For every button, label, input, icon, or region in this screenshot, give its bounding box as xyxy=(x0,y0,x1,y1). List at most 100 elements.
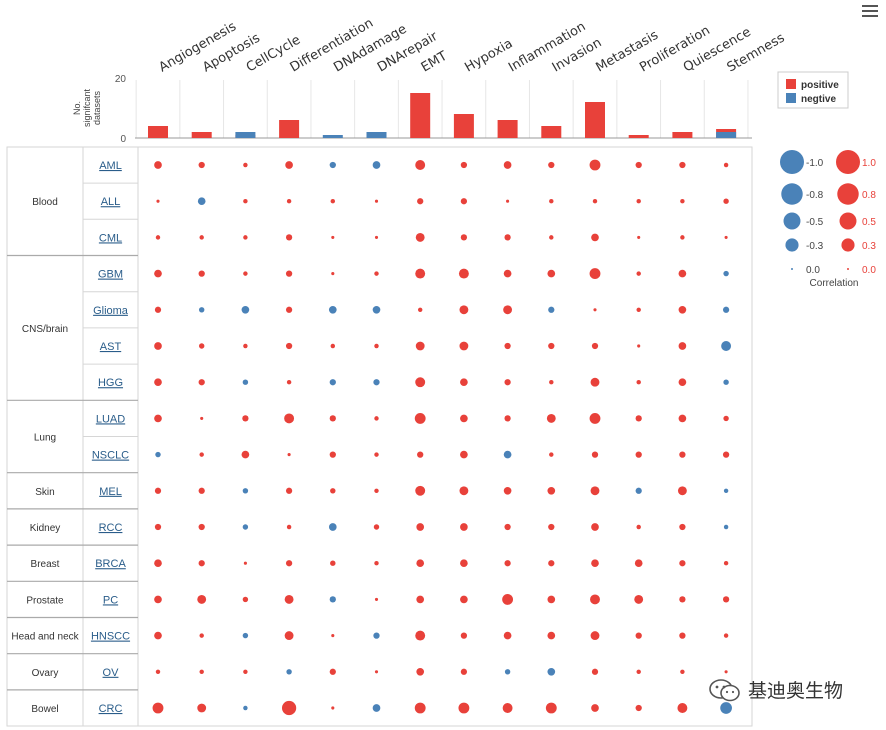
bubble-ov-inflammation[interactable] xyxy=(504,669,511,675)
bubble-crc-apoptosis[interactable] xyxy=(197,703,207,713)
bubble-glioma-angiogenesis[interactable] xyxy=(154,306,162,313)
bubble-mel-invasion[interactable] xyxy=(547,486,556,495)
bubble-brca-emt[interactable] xyxy=(416,559,425,568)
bubble-hgg-metastasis[interactable] xyxy=(590,377,600,387)
bubble-ast-angiogenesis[interactable] xyxy=(154,342,162,350)
bubble-rcc-invasion[interactable] xyxy=(548,523,555,531)
bubble-aml-hypoxia[interactable] xyxy=(460,161,468,169)
bubble-ov-invasion[interactable] xyxy=(547,667,556,676)
bubble-gbm-dnarepair[interactable] xyxy=(374,271,379,276)
bubble-luad-dnarepair[interactable] xyxy=(374,416,379,421)
hamburger-menu-icon[interactable] xyxy=(860,2,880,18)
bar-legend-label-positive[interactable]: positive xyxy=(801,80,839,91)
bubble-rcc-proliferation[interactable] xyxy=(636,524,641,530)
bubble-gbm-metastasis[interactable] xyxy=(589,268,601,280)
bubble-all-invasion[interactable] xyxy=(549,198,554,204)
bubble-gbm-quiescence[interactable] xyxy=(678,269,687,278)
bubble-luad-dnadamage[interactable] xyxy=(329,415,336,422)
bubble-luad-invasion[interactable] xyxy=(546,413,556,423)
bubble-rcc-dnadamage[interactable] xyxy=(328,523,337,531)
bubble-cml-metastasis[interactable] xyxy=(591,233,599,242)
bubble-rcc-metastasis[interactable] xyxy=(591,523,599,531)
bubble-glioma-cellcycle[interactable] xyxy=(241,305,250,314)
bubble-hnscc-angiogenesis[interactable] xyxy=(154,631,162,640)
bubble-cml-angiogenesis[interactable] xyxy=(155,235,161,240)
bubble-gbm-differentiation[interactable] xyxy=(285,270,293,277)
bubble-hgg-inflammation[interactable] xyxy=(504,379,511,386)
bubble-hgg-apoptosis[interactable] xyxy=(198,379,205,386)
bubble-ov-quiescence[interactable] xyxy=(680,669,685,675)
bubble-hgg-invasion[interactable] xyxy=(549,379,554,385)
bubble-glioma-differentiation[interactable] xyxy=(285,306,293,313)
bubble-ov-dnadamage[interactable] xyxy=(329,668,336,675)
bubble-hnscc-invasion[interactable] xyxy=(547,631,556,640)
bubble-hgg-hypoxia[interactable] xyxy=(460,378,468,387)
bubble-mel-dnadamage[interactable] xyxy=(330,488,336,494)
bubble-glioma-quiescence[interactable] xyxy=(678,305,687,314)
bubble-all-quiescence[interactable] xyxy=(680,198,685,204)
bubble-pc-invasion[interactable] xyxy=(547,595,556,604)
bubble-crc-inflammation[interactable] xyxy=(502,703,513,713)
bubble-brca-hypoxia[interactable] xyxy=(460,559,468,568)
bubble-brca-invasion[interactable] xyxy=(548,560,555,567)
bubble-gbm-emt[interactable] xyxy=(415,268,426,279)
bubble-ast-quiescence[interactable] xyxy=(678,342,687,350)
bubble-glioma-stemness[interactable] xyxy=(722,306,730,313)
bubble-nsclc-proliferation[interactable] xyxy=(635,451,642,458)
bubble-ov-dnarepair[interactable] xyxy=(374,670,379,674)
bubble-nsclc-cellcycle[interactable] xyxy=(241,450,250,459)
bubble-glioma-dnarepair[interactable] xyxy=(372,305,381,314)
cancer-link-brca[interactable]: BRCA xyxy=(95,558,126,570)
bubble-aml-quiescence[interactable] xyxy=(679,161,686,169)
bubble-pc-inflammation[interactable] xyxy=(502,593,514,605)
bubble-cml-cellcycle[interactable] xyxy=(243,235,248,240)
bubble-all-stemness[interactable] xyxy=(723,198,729,204)
cancer-link-ast[interactable]: AST xyxy=(100,341,122,353)
bubble-glioma-invasion[interactable] xyxy=(548,306,555,313)
bubble-cml-proliferation[interactable] xyxy=(637,235,641,239)
cancer-link-aml[interactable]: AML xyxy=(99,160,122,172)
bubble-all-dnadamage[interactable] xyxy=(330,198,336,204)
cancer-link-glioma[interactable]: Glioma xyxy=(93,305,129,317)
bubble-rcc-quiescence[interactable] xyxy=(679,523,686,531)
bubble-luad-differentiation[interactable] xyxy=(284,413,295,424)
cancer-link-rcc[interactable]: RCC xyxy=(99,522,123,534)
bar-positive-metastasis[interactable] xyxy=(585,102,605,138)
bubble-hnscc-metastasis[interactable] xyxy=(590,631,600,641)
bubble-pc-proliferation[interactable] xyxy=(634,594,644,604)
bubble-hnscc-apoptosis[interactable] xyxy=(199,633,204,638)
bubble-mel-apoptosis[interactable] xyxy=(198,487,205,494)
bubble-luad-angiogenesis[interactable] xyxy=(154,414,162,423)
bubble-ast-metastasis[interactable] xyxy=(591,342,599,350)
bubble-crc-invasion[interactable] xyxy=(545,702,557,714)
bubble-cml-invasion[interactable] xyxy=(549,235,554,240)
bubble-luad-emt[interactable] xyxy=(414,412,426,424)
bubble-rcc-hypoxia[interactable] xyxy=(460,523,468,531)
bubble-brca-stemness[interactable] xyxy=(723,560,729,566)
bubble-pc-cellcycle[interactable] xyxy=(242,596,249,603)
bubble-ast-invasion[interactable] xyxy=(548,342,555,350)
bubble-aml-angiogenesis[interactable] xyxy=(154,161,162,169)
bubble-nsclc-inflammation[interactable] xyxy=(503,450,512,459)
bubble-aml-differentiation[interactable] xyxy=(285,161,293,169)
bar-positive-angiogenesis[interactable] xyxy=(148,126,168,138)
bubble-nsclc-angiogenesis[interactable] xyxy=(155,451,161,458)
bubble-aml-invasion[interactable] xyxy=(548,161,555,169)
bubble-glioma-inflammation[interactable] xyxy=(503,305,513,315)
bubble-glioma-dnadamage[interactable] xyxy=(328,305,337,314)
bubble-brca-metastasis[interactable] xyxy=(591,559,599,568)
bubble-aml-metastasis[interactable] xyxy=(589,159,601,171)
bubble-hnscc-emt[interactable] xyxy=(415,630,426,641)
bubble-luad-stemness[interactable] xyxy=(723,415,729,422)
bubble-pc-quiescence[interactable] xyxy=(679,596,686,603)
bubble-hgg-cellcycle[interactable] xyxy=(242,379,249,385)
bubble-mel-inflammation[interactable] xyxy=(503,486,512,495)
bar-negative-dnarepair[interactable] xyxy=(366,132,387,138)
bubble-nsclc-hypoxia[interactable] xyxy=(460,450,468,459)
bubble-ov-stemness[interactable] xyxy=(724,670,728,674)
bubble-ov-angiogenesis[interactable] xyxy=(155,669,161,675)
bubble-aml-stemness[interactable] xyxy=(723,162,729,168)
bubble-cml-dnadamage[interactable] xyxy=(331,235,335,239)
bubble-mel-metastasis[interactable] xyxy=(590,486,600,496)
bubble-hgg-proliferation[interactable] xyxy=(636,379,641,385)
